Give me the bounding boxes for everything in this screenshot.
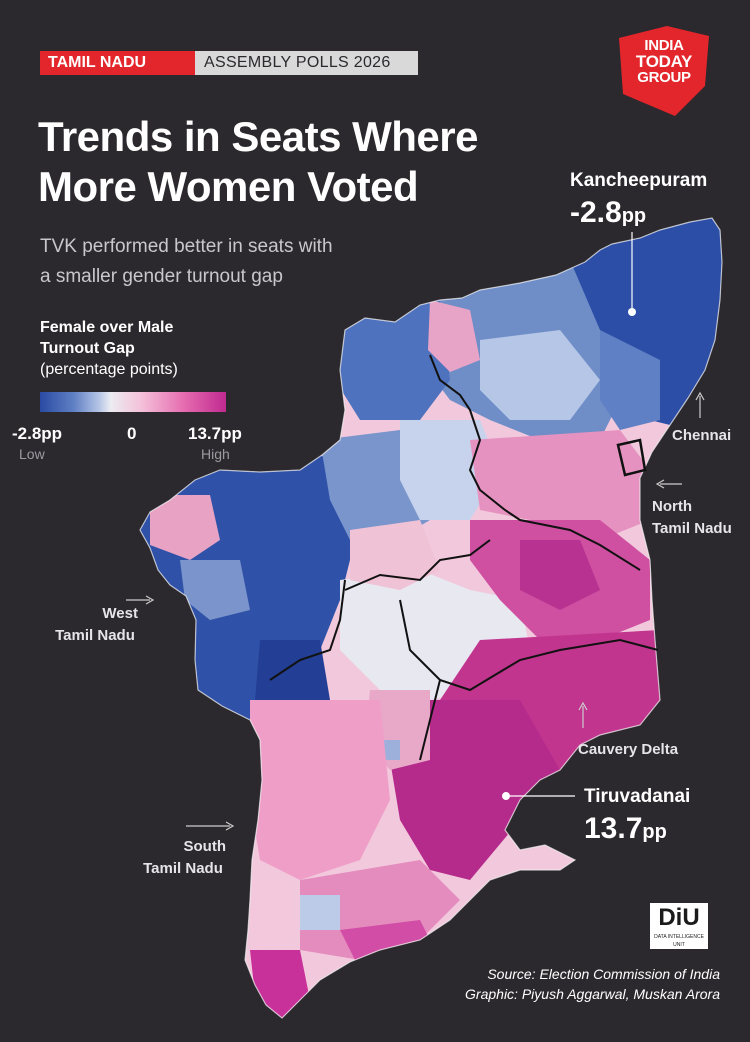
legend-low-label: Low [19,446,45,462]
india-today-logo [619,26,709,116]
region-label-south: South Tamil Nadu [143,838,226,877]
event-tag: ASSEMBLY POLLS 2026 [195,51,418,75]
diu-logo: DiU DATA INTELLIGENCE UNIT [650,903,708,949]
legend-min-label: -2.8pp [12,424,63,443]
page-title: Trends in Seats Where More Women Voted [38,113,478,210]
callout-max-value: 13.7pp [584,812,667,845]
legend-title: Female over Male Turnout Gap (percentage… [40,319,178,378]
logo-text: INDIA TODAY GROUP [635,37,693,86]
state-tag: TAMIL NADU [40,51,195,75]
callout-min-value: -2.8pp [570,196,647,229]
callout-min-name: Kancheepuram [570,170,708,191]
source-credits: Source: Election Commission of India Gra… [465,966,720,1002]
legend-max-label: 13.7pp [188,424,242,443]
region-label-west: West Tamil Nadu [55,605,138,644]
legend-color-scale [40,392,226,412]
region-label-north: North Tamil Nadu [652,498,732,537]
legend-mid-label: 0 [127,424,137,443]
legend-high-label: High [201,446,230,462]
callout-max-name: Tiruvadanai [584,786,691,807]
region-label-chennai: Chennai [672,427,732,444]
page-subtitle: TVK performed better in seats with a sma… [40,236,333,287]
region-label-delta: Cauvery Delta [578,741,679,758]
